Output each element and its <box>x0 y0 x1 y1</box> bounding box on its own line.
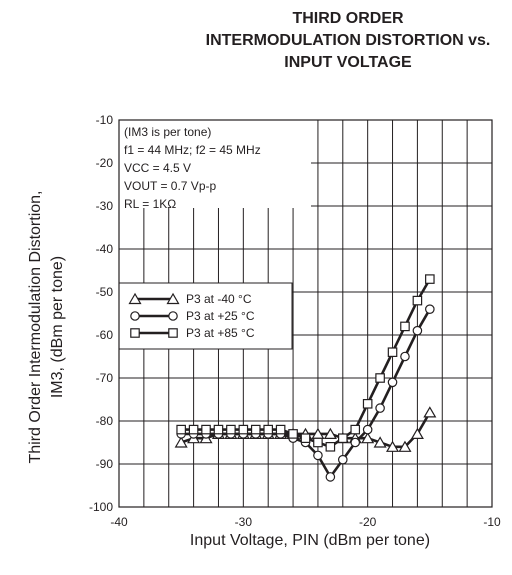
data-point-square <box>263 424 273 435</box>
y-tick-label: -60 <box>96 328 114 342</box>
condition-line: VCC = 4.5 V <box>124 161 191 175</box>
series-square <box>176 274 435 452</box>
y-tick-label: -80 <box>96 414 114 428</box>
x-tick-label: -40 <box>110 515 128 529</box>
data-point-square <box>325 442 336 452</box>
conditions-box: (IM3 is per tone) f1 = 44 MHz; f2 = 45 M… <box>119 120 311 211</box>
y-tick-label: -100 <box>89 500 113 514</box>
condition-line: (IM3 is per tone) <box>124 125 211 139</box>
data-point-circle <box>400 351 410 362</box>
data-point-triangle <box>410 427 424 439</box>
data-point-circle <box>313 450 323 461</box>
data-point-square <box>375 373 385 383</box>
chart-title: THIRD ORDER INTERMODULATION DISTORTION v… <box>200 8 496 74</box>
plot-frame <box>118 119 493 508</box>
data-point-square <box>176 424 186 435</box>
legend-item: P3 at +25 °C <box>130 309 255 323</box>
chart-title-line: INTERMODULATION DISTORTION vs. <box>205 32 491 49</box>
data-point-circle <box>387 377 398 388</box>
condition-line: VOUT = 0.7 Vp-p <box>124 179 216 193</box>
data-point-circle <box>337 454 348 465</box>
data-point-triangle <box>361 432 375 444</box>
y-tick-label: -70 <box>96 371 114 385</box>
data-point-square <box>350 424 361 435</box>
y-tick-label: -30 <box>96 199 114 213</box>
data-point-square <box>288 429 298 439</box>
legend-marker-square <box>130 328 140 338</box>
legend-label: P3 at +25 °C <box>186 309 255 323</box>
data-point-square <box>213 424 224 435</box>
data-point-square <box>412 295 423 306</box>
data-point-square <box>425 274 435 284</box>
data-point-triangle <box>373 436 387 448</box>
data-point-square <box>313 437 323 448</box>
condition-line: RL = 1KΩ <box>124 197 176 211</box>
data-point-triangle <box>174 436 188 448</box>
data-point-square <box>226 424 236 435</box>
data-point-square <box>238 424 249 435</box>
x-tick-label: -10 <box>483 515 501 529</box>
legend-marker-triangle <box>166 292 180 305</box>
legend-item: P3 at -40 °C <box>128 292 252 306</box>
data-point-triangle <box>323 427 337 439</box>
legend-item: P3 at +85 °C <box>130 326 255 340</box>
x-tick-label: -20 <box>359 515 377 529</box>
data-point-triangle <box>423 406 437 418</box>
legend-marker-circle <box>168 311 178 321</box>
data-point-circle <box>325 472 336 482</box>
series-group <box>174 274 437 482</box>
condition-line: f1 = 44 MHz; f2 = 45 MHz <box>124 143 261 157</box>
y-tick-label: -20 <box>96 156 114 170</box>
legend-label: P3 at -40 °C <box>186 292 252 306</box>
x-axis-label: Input Voltage, PIN (dBm per tone) <box>189 532 431 549</box>
data-point-triangle <box>398 440 412 452</box>
data-point-square <box>188 424 199 435</box>
tick-labels: -100 -90 -80 -70 -60 -50 -40 -30 -20 -10 -40 -30 -20… <box>89 113 501 529</box>
data-point-square <box>338 433 348 443</box>
legend-marker-square <box>168 328 178 338</box>
data-point-circle <box>412 325 423 336</box>
x-tick-label: -30 <box>235 515 253 529</box>
data-point-circle <box>425 304 435 314</box>
data-point-circle <box>375 403 385 413</box>
chart-title-line: THIRD ORDER <box>292 10 404 27</box>
data-point-square <box>201 424 211 435</box>
legend-label: P3 at +85 °C <box>186 326 255 340</box>
legend-marker-circle <box>130 311 140 321</box>
y-tick-label: -40 <box>96 242 114 256</box>
data-point-square <box>250 424 261 435</box>
chart-title-line: INPUT VOLTAGE <box>284 54 412 71</box>
y-tick-label: -90 <box>96 457 114 471</box>
data-point-square <box>300 433 311 443</box>
data-point-circle <box>350 437 361 448</box>
data-point-square <box>275 424 286 435</box>
legend-marker-triangle <box>128 292 142 305</box>
data-point-triangle <box>385 440 400 452</box>
legend: P3 at -40 °C P3 at +25 °C P3 at +85 °C <box>118 282 293 350</box>
conditions-box-bg <box>119 120 311 208</box>
data-point-square <box>387 347 398 357</box>
data-point-circle <box>362 424 373 435</box>
data-point-square <box>400 321 410 332</box>
y-tick-label: -10 <box>96 113 114 127</box>
y-tick-label: -50 <box>96 285 114 299</box>
data-point-square <box>362 399 373 409</box>
